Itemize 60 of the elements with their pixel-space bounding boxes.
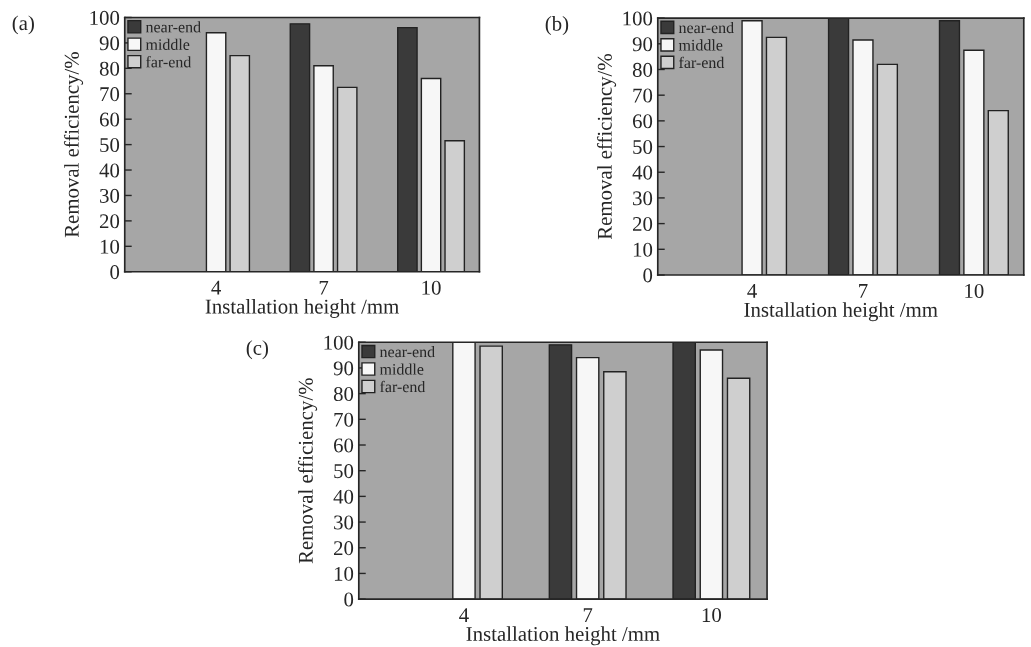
y-tick-label: 30 (334, 515, 354, 530)
y-tick-label: 100 (90, 10, 120, 25)
y-tick-label: 50 (100, 137, 120, 153)
legend-label: near-end (678, 21, 734, 34)
y-tick-label: 10 (334, 566, 354, 581)
y-axis-title: Removal efficiency/% (63, 52, 84, 238)
x-tick-label: 10 (422, 280, 441, 295)
x-axis-title: Installation height /mm (744, 302, 938, 322)
y-tick-label: 20 (334, 541, 354, 556)
x-tick-label: 7 (859, 284, 868, 298)
y-tick-label: 80 (632, 62, 653, 77)
y-tick-label: 60 (333, 438, 354, 453)
y-tick-label: 50 (633, 139, 653, 154)
y-tick-label: 90 (632, 37, 653, 52)
y-tick-label: 90 (333, 361, 354, 376)
y-tick-label: 10 (100, 239, 120, 254)
y-tick-label: 10 (633, 242, 653, 257)
x-tick-label: 7 (583, 608, 593, 622)
chart-title: (a) (12, 15, 34, 35)
y-tick-label: 90 (99, 36, 120, 51)
legend-label: middle (379, 363, 424, 375)
y-tick-label: 30 (633, 191, 653, 206)
legend-label: far-end (146, 55, 192, 68)
legend-label: near-end (379, 346, 435, 358)
y-tick-label: 60 (632, 114, 653, 129)
x-tick-label: 4 (459, 608, 469, 622)
y-tick-label: 70 (633, 88, 653, 103)
y-tick-label: 100 (623, 11, 653, 26)
y-tick-label: 80 (333, 387, 354, 402)
y-tick-label: 20 (633, 216, 653, 232)
y-axis-title: Removal efficiency/% (596, 54, 617, 240)
legend-label: far-end (380, 380, 426, 393)
y-tick-label: 40 (99, 163, 120, 178)
x-tick-label: 10 (965, 283, 984, 298)
y-tick-label: 70 (334, 412, 354, 427)
x-axis-title: Installation height /mm (466, 626, 660, 646)
chart-title: (c) (246, 340, 268, 360)
x-tick-label: 7 (319, 280, 329, 295)
y-tick-label: 20 (99, 214, 120, 229)
y-tick-label: 50 (334, 464, 354, 479)
legend-label: near-end (145, 21, 201, 33)
x-tick-label: 4 (747, 284, 757, 298)
y-tick-label: 0 (110, 265, 120, 280)
x-tick-label: 10 (702, 608, 722, 623)
y-tick-label: 40 (632, 165, 653, 180)
y-tick-label: 0 (643, 268, 653, 283)
x-tick-label: 4 (211, 280, 221, 295)
legend-label: far-end (679, 56, 725, 69)
y-tick-label: 60 (99, 112, 120, 127)
y-tick-label: 40 (333, 489, 354, 504)
legend-label: middle (678, 39, 723, 51)
y-tick-label: 80 (99, 61, 120, 76)
chart-title: (b) (545, 16, 569, 36)
y-tick-label: 0 (344, 592, 354, 607)
y-tick-label: 70 (100, 87, 120, 102)
legend-label: middle (145, 38, 190, 50)
y-tick-label: 100 (324, 335, 354, 350)
y-tick-label: 30 (100, 188, 120, 203)
x-axis-title: Installation height /mm (205, 298, 399, 318)
y-axis-title: Removal efficiency/% (297, 378, 318, 564)
